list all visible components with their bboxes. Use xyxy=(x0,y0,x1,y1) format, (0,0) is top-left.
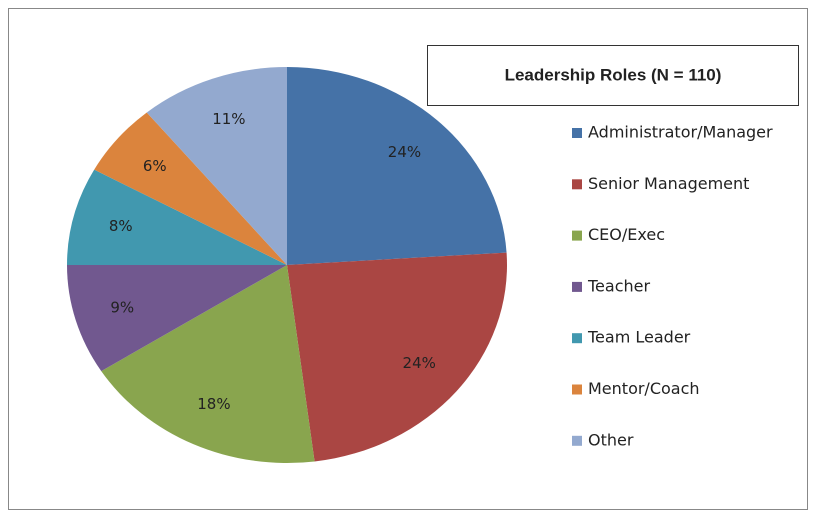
legend-label: Team Leader xyxy=(587,328,691,347)
pie-slice xyxy=(287,67,507,265)
data-label: 24% xyxy=(388,143,421,161)
data-label: 8% xyxy=(109,217,133,235)
pie-slice xyxy=(94,112,288,265)
legend-label: Mentor/Coach xyxy=(588,379,700,398)
data-label: 11% xyxy=(212,110,245,128)
legend-label: Administrator/Manager xyxy=(588,123,773,142)
pie-slice xyxy=(67,265,287,372)
pie-slice xyxy=(146,67,287,265)
chart-title: Leadership Roles (N = 110) xyxy=(505,65,722,84)
legend-swatch xyxy=(572,333,582,344)
pie-slice xyxy=(101,265,315,464)
data-label: 18% xyxy=(197,395,230,413)
data-label: 24% xyxy=(403,354,436,372)
legend-swatch xyxy=(572,230,582,241)
legend-swatch xyxy=(572,128,582,138)
legend-swatch xyxy=(572,435,582,446)
legend-swatch xyxy=(572,179,582,190)
legend-label: CEO/Exec xyxy=(588,225,665,244)
legend-label: Senior Management xyxy=(588,174,749,193)
legend-label: Other xyxy=(588,430,634,449)
data-label: 6% xyxy=(143,157,167,175)
pie-slice xyxy=(287,252,508,462)
legend-label: Teacher xyxy=(587,276,650,295)
title-box xyxy=(427,45,799,106)
data-label: 9% xyxy=(110,299,134,317)
legend-swatch xyxy=(572,384,582,395)
legend-swatch xyxy=(572,281,582,292)
pie-slice xyxy=(67,169,287,265)
